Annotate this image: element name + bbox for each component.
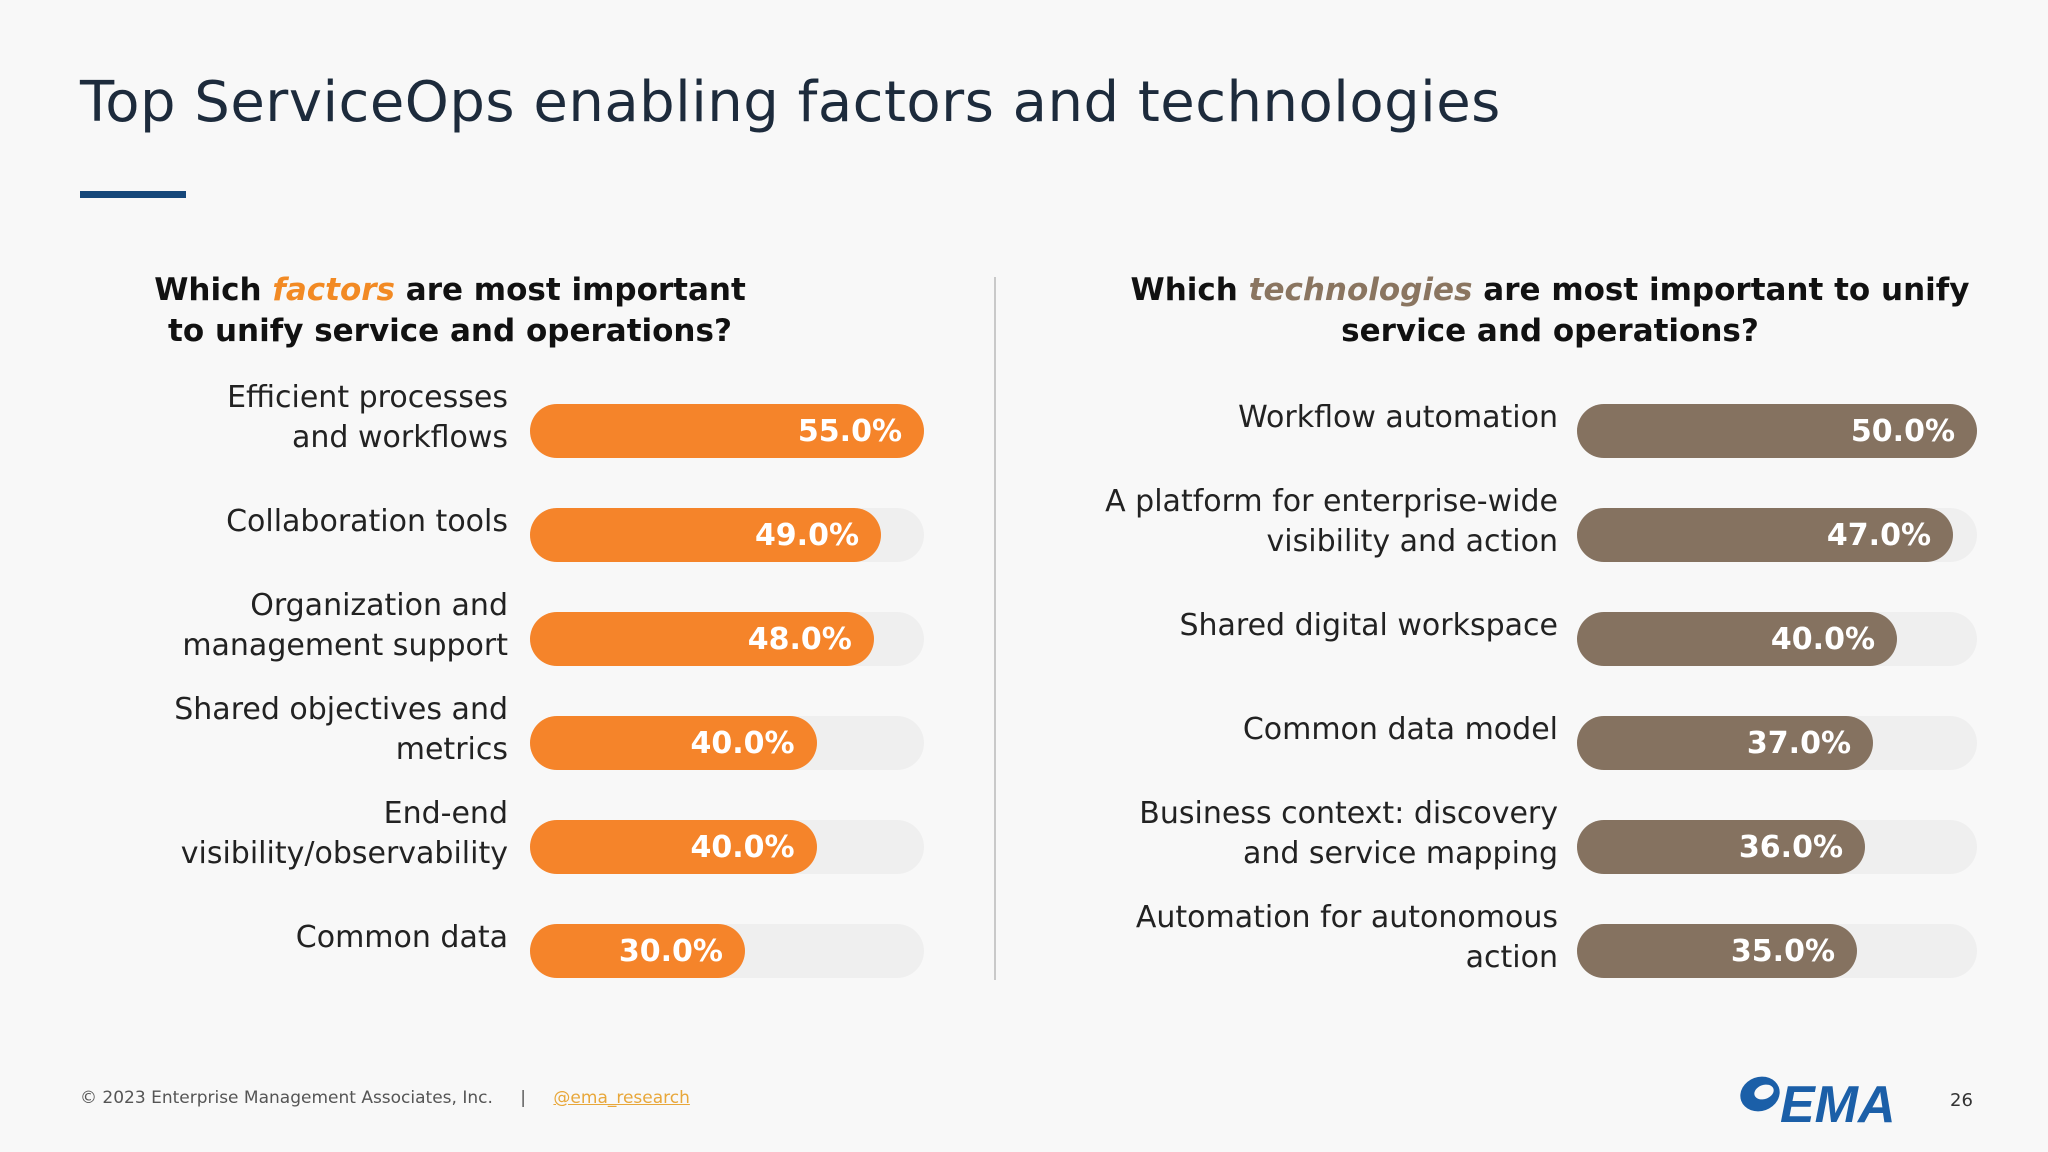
factor-bar: 30.0% xyxy=(530,924,745,978)
technology-bar: 47.0% xyxy=(1577,508,1953,562)
technology-row: Shared digital workspace 40.0% xyxy=(1040,586,2000,666)
factor-bar: 49.0% xyxy=(530,508,882,562)
technology-bar-track: 36.0% xyxy=(1577,820,1977,874)
factor-row: End-end visibility/observability 40.0% xyxy=(60,794,940,874)
technology-bar: 40.0% xyxy=(1577,612,1897,666)
factor-bar: 55.0% xyxy=(530,404,924,458)
technology-bar-track: 35.0% xyxy=(1577,924,1977,978)
technology-row: Automation for autonomous action 35.0% xyxy=(1040,898,2000,978)
technology-bar-track: 37.0% xyxy=(1577,716,1977,770)
technology-bar: 37.0% xyxy=(1577,716,1873,770)
factor-bar-track: 48.0% xyxy=(530,612,924,666)
factor-bar-track: 30.0% xyxy=(530,924,924,978)
factor-bar-track: 40.0% xyxy=(530,716,924,770)
technology-bar: 50.0% xyxy=(1577,404,1977,458)
factor-row: Organization and management support 48.0% xyxy=(60,586,940,666)
technology-row: Workflow automation 50.0% xyxy=(1040,378,2000,458)
factors-question-emphasis: factors xyxy=(272,272,395,308)
factors-question-suffix: are most important to unify service and … xyxy=(168,272,746,349)
technology-label: Workflow automation xyxy=(1238,400,1558,435)
technology-bar-track: 50.0% xyxy=(1577,404,1977,458)
technologies-question-prefix: Which xyxy=(1130,272,1249,308)
title-underline xyxy=(80,191,186,198)
footer-twitter-link[interactable]: @ema_research xyxy=(553,1088,690,1108)
technology-bar-track: 47.0% xyxy=(1577,508,1977,562)
factor-label: Collaboration tools xyxy=(226,504,508,539)
factor-row: Shared objectives and metrics 40.0% xyxy=(60,690,940,770)
technology-row: Common data model 37.0% xyxy=(1040,690,2000,770)
footer-copyright: © 2023 Enterprise Management Associates,… xyxy=(80,1088,493,1108)
panel-divider xyxy=(994,277,996,980)
factor-bar: 40.0% xyxy=(530,820,817,874)
technology-label: Business context: discovery and service … xyxy=(1139,796,1558,871)
technology-row: Business context: discovery and service … xyxy=(1040,794,2000,874)
technologies-question: Which technologies are most important to… xyxy=(1110,270,1990,352)
ema-logo: EMA xyxy=(1740,1076,1896,1128)
factor-bar-track: 40.0% xyxy=(530,820,924,874)
factors-question: Which factors are most important to unif… xyxy=(140,270,760,352)
factor-bar: 40.0% xyxy=(530,716,817,770)
technology-label: Common data model xyxy=(1242,712,1558,747)
factor-label: Organization and management support xyxy=(182,588,508,663)
technology-label: A platform for enterprise-wide visibilit… xyxy=(1105,484,1558,559)
factor-bar-track: 55.0% xyxy=(530,404,924,458)
factor-row: Efficient processes and workflows 55.0% xyxy=(60,378,940,458)
ema-logo-text: EMA xyxy=(1780,1076,1896,1128)
factor-bar-track: 49.0% xyxy=(530,508,924,562)
technologies-question-suffix: are most important to unify service and … xyxy=(1341,272,1970,349)
technology-row: A platform for enterprise-wide visibilit… xyxy=(1040,482,2000,562)
technology-bar-track: 40.0% xyxy=(1577,612,1977,666)
slide-title: Top ServiceOps enabling factors and tech… xyxy=(80,70,1501,135)
technologies-bars: Workflow automation 50.0% A platform for e… xyxy=(1040,270,2000,978)
factors-bars: Efficient processes and workflows 55.0% Co… xyxy=(60,270,940,978)
factor-row: Common data 30.0% xyxy=(60,898,940,978)
factor-label: End-end visibility/observability xyxy=(180,796,508,871)
technology-bar: 36.0% xyxy=(1577,820,1865,874)
factor-label: Efficient processes and workflows xyxy=(227,380,508,455)
footer: © 2023 Enterprise Management Associates,… xyxy=(80,1088,690,1108)
technology-label: Automation for autonomous action xyxy=(1135,900,1558,975)
factor-bar: 48.0% xyxy=(530,612,874,666)
factor-label: Common data xyxy=(295,920,508,955)
page-number: 26 xyxy=(1950,1090,1973,1111)
factor-label: Shared objectives and metrics xyxy=(174,692,508,767)
technologies-question-emphasis: technologies xyxy=(1248,272,1473,308)
technology-label: Shared digital workspace xyxy=(1179,608,1558,643)
footer-separator: | xyxy=(520,1088,527,1108)
factors-question-prefix: Which xyxy=(154,272,273,308)
technology-bar: 35.0% xyxy=(1577,924,1857,978)
factor-row: Collaboration tools 49.0% xyxy=(60,482,940,562)
